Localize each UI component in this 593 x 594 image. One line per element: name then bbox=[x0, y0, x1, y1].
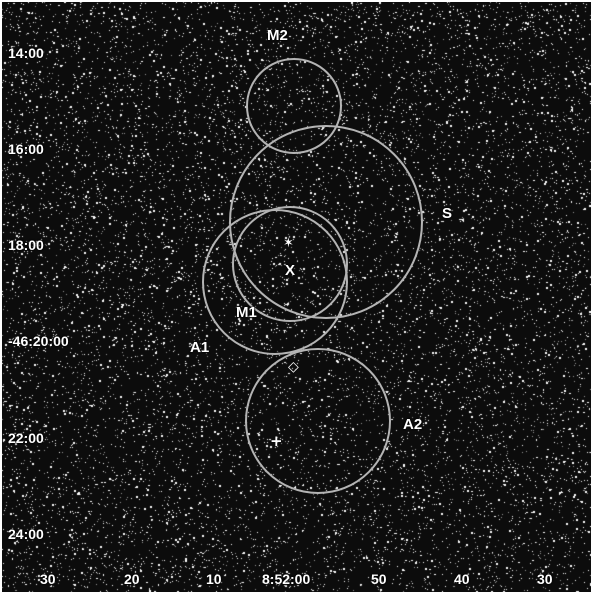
region-label-a1: A1 bbox=[190, 339, 210, 356]
region-circle-m1 bbox=[232, 206, 348, 322]
dec-tick-label: 24:00 bbox=[8, 526, 44, 542]
source-diamond-icon: ◇ bbox=[288, 359, 299, 375]
region-label-m2: M2 bbox=[267, 27, 288, 44]
region-circle-s bbox=[229, 125, 423, 319]
dec-tick-label: -46:20:00 bbox=[8, 333, 69, 349]
region-label-m1: M1 bbox=[236, 304, 257, 321]
region-circle-m2 bbox=[246, 58, 342, 154]
dec-tick-label: 22:00 bbox=[8, 430, 44, 446]
ra-tick-label: 10 bbox=[206, 571, 222, 587]
ra-tick-label: 40 bbox=[454, 571, 470, 587]
ra-tick-label: 20 bbox=[124, 571, 140, 587]
region-label-s: S bbox=[442, 205, 453, 222]
region-label-x: X bbox=[285, 262, 296, 279]
region-circle-a1 bbox=[202, 209, 348, 355]
region-circle-a2 bbox=[245, 348, 391, 494]
ra-tick-label: 30 bbox=[40, 571, 56, 587]
dec-tick-label: 14:00 bbox=[8, 45, 44, 61]
ra-tick-label: 30 bbox=[537, 571, 553, 587]
dec-tick-label: 16:00 bbox=[8, 141, 44, 157]
source-plus-icon: + bbox=[270, 432, 283, 450]
ra-tick-label: 8:52:00 bbox=[262, 571, 311, 587]
ra-tick-label: 50 bbox=[371, 571, 387, 587]
dec-tick-label: 18:00 bbox=[8, 237, 44, 253]
region-label-a2: A2 bbox=[403, 416, 423, 433]
source-star-icon: ✶ bbox=[283, 236, 294, 251]
